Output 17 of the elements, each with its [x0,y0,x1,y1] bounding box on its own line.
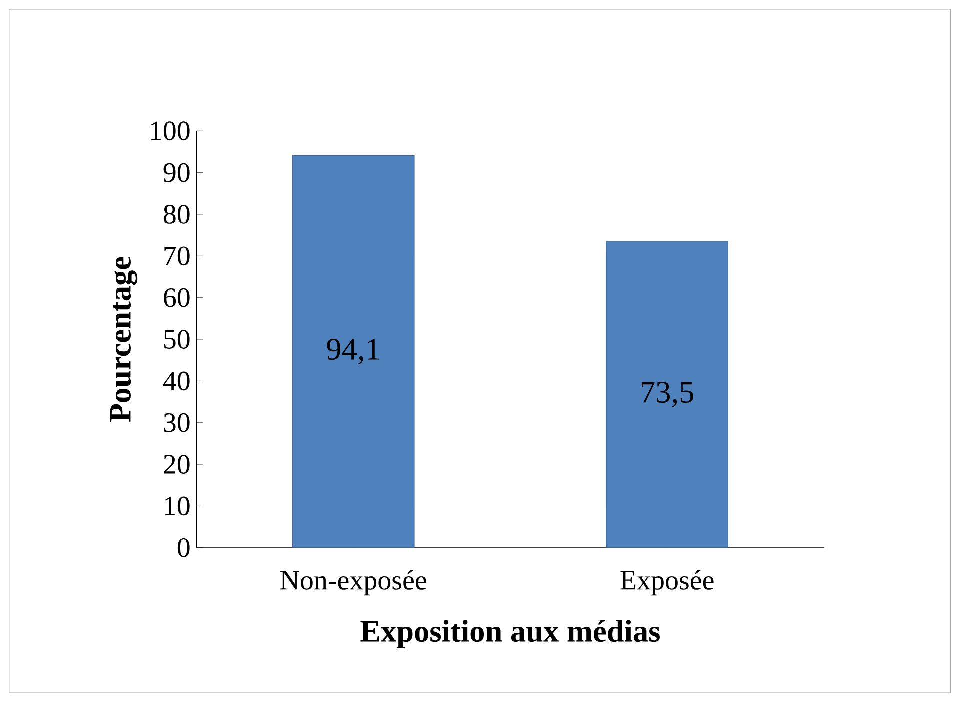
y-tick-label: 80 [164,204,190,224]
data-label: 73,5 [642,382,694,408]
y-tick-label: 10 [165,496,190,516]
y-tick-label: 90 [164,163,190,182]
x-tick-label: Non-exposée [280,570,426,596]
y-axis-title: Pourcentage [110,257,138,422]
y-tick-label: 60 [164,288,190,308]
y-tick-label: 0 [178,538,190,558]
data-label: 94,1 [327,338,380,364]
y-tick-label: 40 [163,372,190,390]
x-axis-title: Exposition aux médias [360,620,660,648]
y-tick-label: 20 [164,454,190,474]
x-tick-label: Exposée [620,570,714,596]
y-tick-label: 30 [164,413,190,432]
y-tick-label: 70 [164,246,190,266]
y-tick-label: 50 [164,330,190,349]
y-tick-label: 100 [151,121,190,140]
